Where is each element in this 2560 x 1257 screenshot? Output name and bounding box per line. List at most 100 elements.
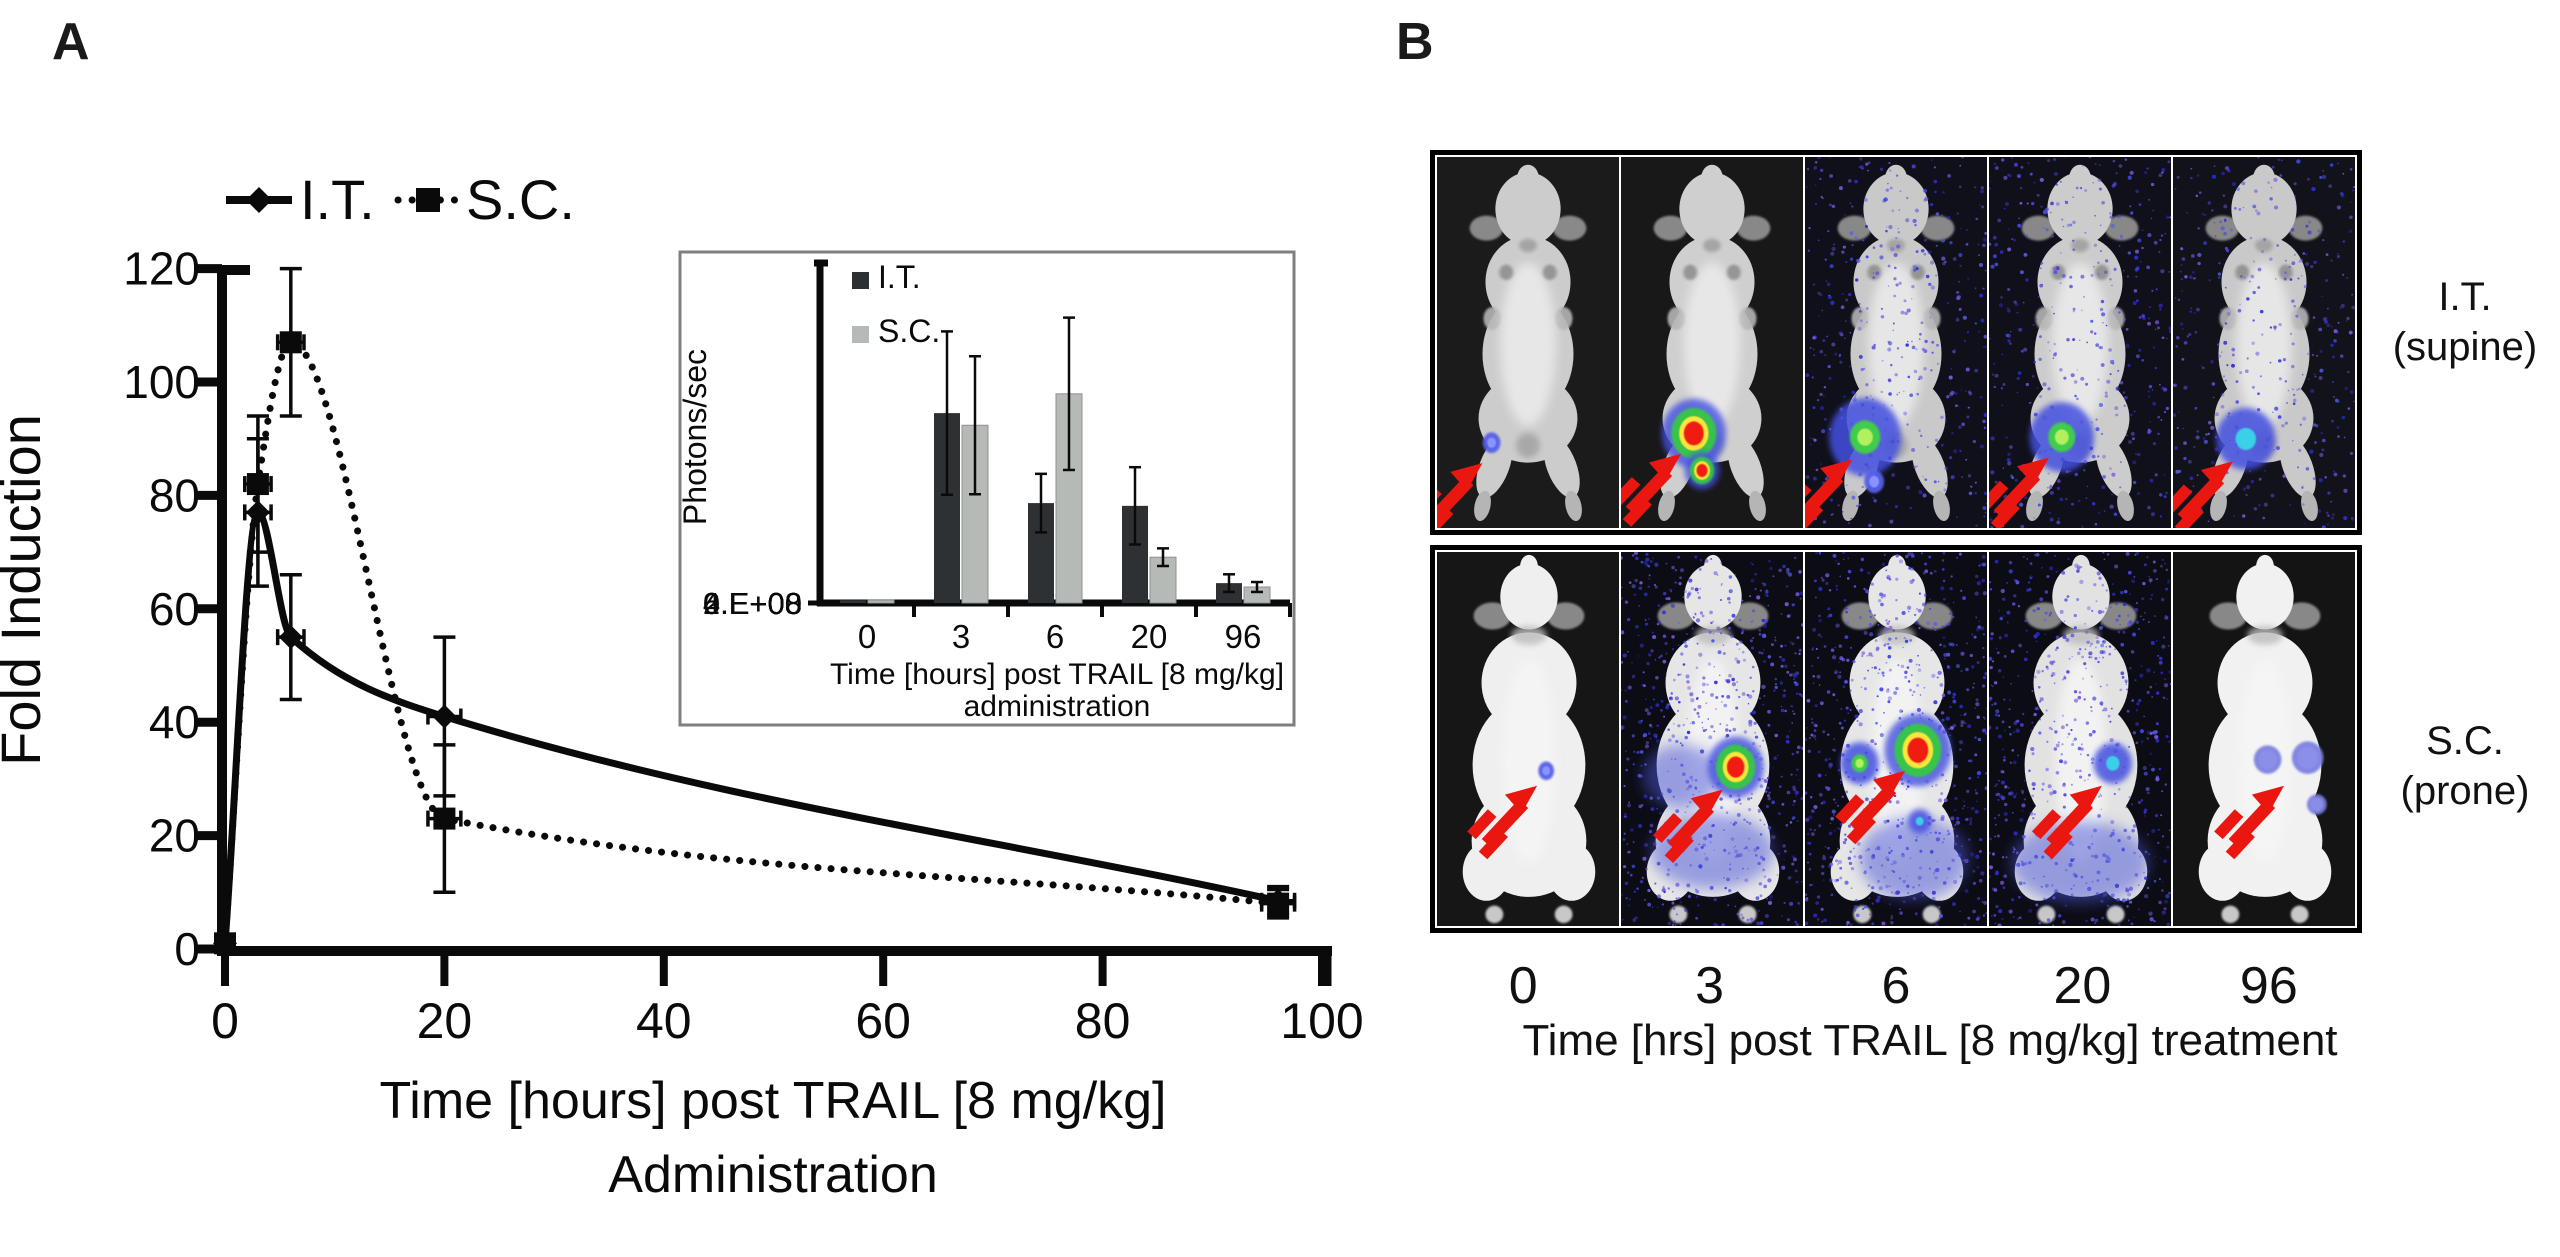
speckle-dot [1875, 721, 1878, 725]
speckle-dot [2095, 600, 2098, 603]
speckle-dot [1990, 914, 1993, 917]
speckle-dot [1851, 495, 1856, 500]
speckle-dot [1783, 849, 1787, 853]
speckle-dot [2287, 389, 2290, 392]
speckle-dot [1944, 657, 1946, 660]
speckle-dot [1888, 620, 1891, 623]
speckle-dot [2048, 511, 2051, 515]
speckle-dot [1835, 859, 1839, 863]
speckle-dot [1708, 897, 1711, 899]
speckle-dot [1967, 916, 1971, 920]
data-point-square [214, 932, 236, 955]
speckle-dot [2250, 274, 2255, 279]
speckle-dot [2017, 605, 2021, 608]
speckle-dot [2160, 564, 2163, 568]
speckle-dot [2081, 309, 2083, 312]
speckle-dot [1868, 622, 1873, 627]
speckle-dot [1989, 636, 1994, 641]
mouse-body-part [1837, 215, 1872, 241]
speckle-dot [2003, 758, 2006, 762]
speckle-dot [1953, 760, 1956, 763]
speckle-dot [2039, 335, 2042, 339]
speckle-dot [2207, 201, 2212, 205]
mouse-body-part [1469, 215, 1504, 241]
speckle-dot [1877, 895, 1881, 899]
speckle-dot [1824, 786, 1828, 790]
speckle-dot [2144, 876, 2148, 880]
speckle-dot [2039, 395, 2043, 399]
speckle-dot [1868, 523, 1872, 528]
speckle-dot [1964, 340, 1966, 342]
mouse-body-part [1851, 306, 1870, 331]
speckle-dot [2163, 683, 2169, 688]
speckle-dot [1809, 828, 1812, 831]
speckle-dot [2295, 314, 2299, 318]
speckle-dot [1993, 702, 1997, 706]
speckle-dot [1813, 348, 1815, 350]
speckle-dot [1793, 799, 1796, 803]
speckle-dot [2146, 886, 2150, 890]
speckle-dot [1818, 792, 1823, 797]
speckle-dot [1911, 164, 1916, 169]
speckle-dot [2070, 729, 2073, 732]
speckle-dot [1815, 901, 1819, 905]
speckle-dot [2083, 779, 2086, 782]
speckle-dot [1640, 719, 1643, 723]
speckle-dot [2194, 406, 2198, 410]
speckle-dot [1741, 599, 1744, 602]
speckle-dot [2136, 452, 2141, 457]
speckle-dot [1805, 817, 1810, 822]
speckle-dot [2292, 398, 2297, 403]
speckle-dot [1887, 182, 1889, 185]
speckle-dot [1682, 723, 1686, 727]
speckle-dot [1880, 307, 1883, 310]
speckle-dot [2099, 345, 2104, 350]
speckle-dot [1937, 670, 1942, 676]
speckle-dot [2082, 677, 2085, 680]
speckle-dot [2005, 856, 2008, 859]
speckle-dot [1865, 255, 1869, 259]
speckle-dot [1930, 649, 1933, 652]
speckle-dot [1752, 710, 1757, 715]
speckle-dot [1827, 846, 1830, 850]
arrow-head [2016, 457, 2050, 485]
speckle-dot [2060, 725, 2065, 730]
speckle-dot [2098, 795, 2101, 798]
speckle-dot [1994, 922, 1997, 925]
speckle-dot [2087, 778, 2089, 781]
speckle-dot [1879, 592, 1884, 597]
speckle-dot [2190, 254, 2195, 258]
mouse-body-part [1867, 264, 1882, 281]
speckle-dot [2089, 645, 2092, 648]
mouse-image-cell-it-3h [1621, 157, 1803, 528]
speckle-dot [2308, 220, 2311, 224]
speckle-dot [2148, 575, 2150, 578]
speckle-dot [1949, 734, 1951, 737]
arrow-head [1450, 463, 1483, 491]
speckle-dot [1779, 785, 1782, 788]
speckle-dot [1981, 901, 1984, 903]
speckle-dot [2040, 205, 2043, 208]
speckle-dot [2109, 504, 2114, 509]
speckle-dot [1865, 307, 1869, 310]
speckle-dot [2072, 338, 2076, 342]
speckle-dot [1811, 627, 1817, 632]
speckle-dot [1694, 587, 1699, 592]
speckle-dot [2018, 217, 2020, 220]
speckle-dot [1983, 413, 1987, 417]
arrow-fletch [1835, 794, 1865, 825]
speckle-dot [1930, 159, 1933, 161]
speckle-dot [2176, 426, 2179, 430]
speckle-dot [1811, 718, 1813, 721]
speckle-dot [1747, 808, 1752, 812]
speckle-dot [1967, 806, 1969, 809]
speckle-dot [1628, 898, 1631, 901]
speckle-dot [1812, 406, 1816, 410]
speckle-dot [1633, 593, 1637, 596]
speckle-dot [1856, 842, 1861, 846]
speckle-dot [1819, 392, 1823, 396]
speckle-dot [1960, 724, 1964, 728]
speckle-dot [1715, 696, 1719, 700]
speckle-dot [1720, 561, 1723, 564]
speckle-dot [1965, 367, 1970, 372]
